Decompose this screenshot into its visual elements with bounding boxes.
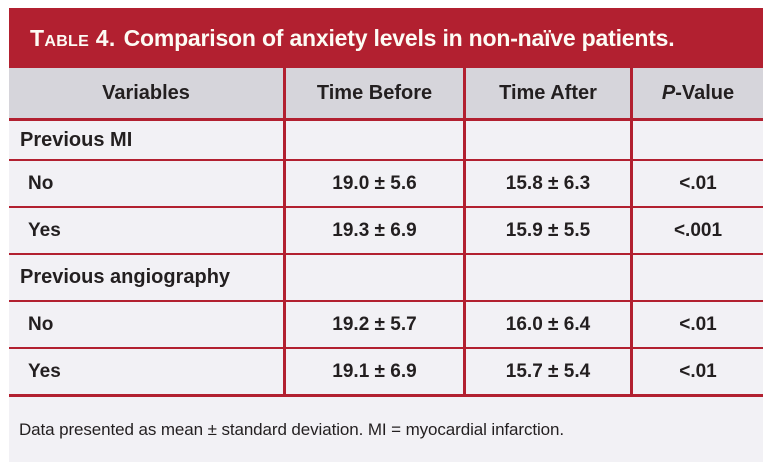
table-row-angio-no: No 19.2 ± 5.7 16.0 ± 6.4 <.01 <box>9 300 763 347</box>
table-row-mi-yes: Yes 19.3 ± 6.9 15.9 ± 5.5 <.001 <box>9 206 763 253</box>
column-header-p-value: P -Value <box>630 68 763 118</box>
column-header-time-before: Time Before <box>283 68 463 118</box>
table-number-label: Table 4. <box>30 24 116 51</box>
column-header-time-after: Time After <box>463 68 630 118</box>
cell-time-after <box>463 121 630 159</box>
row-label: Previous angiography <box>20 266 231 288</box>
header-row: Variables Time Before Time After P -Value <box>9 68 763 118</box>
cell-p-value: <.01 <box>630 302 763 347</box>
cell-time-before: 19.0 ± 5.6 <box>283 161 463 206</box>
row-label: No <box>28 313 54 335</box>
row-label: Yes <box>28 360 61 382</box>
p-value-rest: -Value <box>675 81 735 104</box>
row-label: Previous MI <box>20 128 133 151</box>
cell-time-before: 19.3 ± 6.9 <box>283 208 463 253</box>
row-label: Yes <box>28 219 61 241</box>
table-4-card: Table 4. Comparison of anxiety levels in… <box>9 8 763 462</box>
table-row-previous-angiography: Previous angiography <box>9 253 763 300</box>
table-footnote: Data presented as mean ± standard deviat… <box>9 394 763 462</box>
cell-time-after: 16.0 ± 6.4 <box>463 302 630 347</box>
cell-p-value <box>630 121 763 159</box>
p-value-italic-p: P <box>661 81 676 104</box>
cell-time-before <box>283 255 463 300</box>
cell-time-before: 19.2 ± 5.7 <box>283 302 463 347</box>
cell-time-after: 15.9 ± 5.5 <box>463 208 630 253</box>
table-title: Comparison of anxiety levels in non-naïv… <box>123 24 675 51</box>
cell-time-before <box>283 121 463 159</box>
cell-time-before: 19.1 ± 6.9 <box>283 349 463 394</box>
cell-time-after: 15.8 ± 6.3 <box>463 161 630 206</box>
table-row-mi-no: No 19.0 ± 5.6 15.8 ± 6.3 <.01 <box>9 159 763 206</box>
cell-p-value <box>630 255 763 300</box>
cell-time-after: 15.7 ± 5.4 <box>463 349 630 394</box>
cell-p-value: <.01 <box>630 349 763 394</box>
row-label: No <box>28 172 54 194</box>
table-row-angio-yes: Yes 19.1 ± 6.9 15.7 ± 5.4 <.01 <box>9 347 763 394</box>
cell-p-value: <.001 <box>630 208 763 253</box>
cell-p-value: <.01 <box>630 161 763 206</box>
table-row-previous-mi: Previous MI <box>9 118 763 159</box>
cell-time-after <box>463 255 630 300</box>
column-header-variables: Variables <box>102 81 190 104</box>
table-title-bar: Table 4. Comparison of anxiety levels in… <box>9 8 763 68</box>
